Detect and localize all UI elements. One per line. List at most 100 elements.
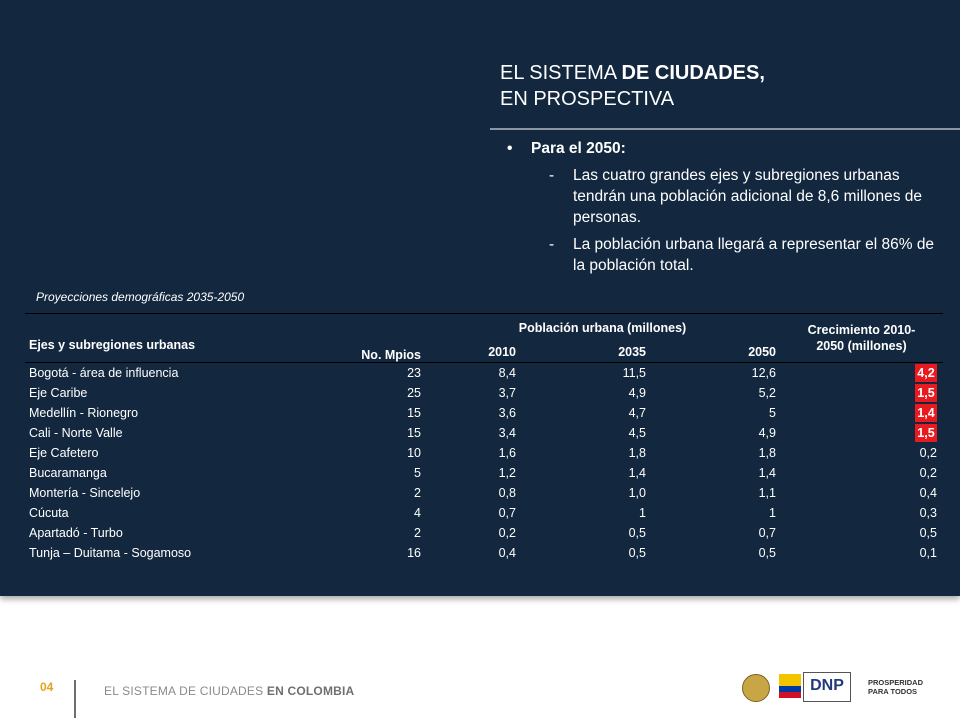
- cell-crecimiento: 1,5: [780, 423, 943, 443]
- footer-title-plain: EL SISTEMA DE CIUDADES: [104, 684, 264, 698]
- cell-region: Tunja – Duitama - Sogamoso: [29, 546, 192, 560]
- prosperidad-logo: PROSPERIDAD PARA TODOS: [868, 678, 923, 696]
- value: 0,2: [919, 466, 937, 480]
- cell-y2010: 0,7: [498, 506, 516, 520]
- dnp-logo: DNP: [803, 672, 851, 702]
- highlight-value: 4,2: [915, 364, 937, 382]
- cell-region: Eje Cafetero: [29, 446, 99, 460]
- bullet-sub-2-text: La población urbana llegará a representa…: [573, 236, 935, 274]
- cell-y2050: 0,5: [758, 546, 776, 560]
- pros-line2: PARA TODOS: [868, 687, 918, 696]
- cell-y2050: 1: [769, 506, 776, 520]
- cell-y2035: 1,8: [628, 446, 646, 460]
- cell-y2035: 1: [639, 506, 646, 520]
- footer-divider: [74, 680, 76, 718]
- cell-crecimiento: 0,3: [780, 503, 943, 523]
- bullet-main-text: Para el 2050:: [531, 140, 626, 157]
- bullet-dot-icon: •: [507, 140, 513, 157]
- content-panel: EL SISTEMA DE CIUDADES, EN PROSPECTIVA •…: [0, 0, 960, 596]
- bullet-sub-1: - Las cuatro grandes ejes y subregiones u…: [507, 165, 947, 228]
- table-row: Apartadó - Turbo 2 0,2 0,5 0,7 0,5: [25, 523, 943, 543]
- cell-crecimiento: 4,2: [780, 363, 943, 384]
- pros-line1: PROSPERIDAD: [868, 678, 924, 687]
- cell-y2010: 3,4: [498, 426, 516, 440]
- cell-y2050: 4,9: [758, 426, 776, 440]
- colombia-flag-icon: [779, 674, 801, 698]
- cell-crecimiento: 0,5: [780, 523, 943, 543]
- cell-y2010: 8,4: [498, 366, 516, 380]
- cell-region: Montería - Sincelejo: [29, 486, 141, 500]
- cell-y2050: 0,7: [758, 526, 776, 540]
- value: 0,4: [919, 486, 937, 500]
- cell-y2035: 4,7: [628, 406, 646, 420]
- cell-region: Bucaramanga: [29, 466, 107, 480]
- dash-icon: -: [549, 167, 555, 184]
- cell-y2050: 1,8: [758, 446, 776, 460]
- cell-region: Cúcuta: [29, 506, 69, 520]
- bullet-sub-1-text: Las cuatro grandes ejes y subregiones ur…: [573, 167, 922, 226]
- footer-title-bold: EN COLOMBIA: [266, 684, 355, 698]
- cell-crecimiento: 1,4: [780, 403, 943, 423]
- cell-mpios: 10: [407, 446, 421, 460]
- cell-y2010: 0,4: [498, 546, 516, 560]
- cell-mpios: 16: [407, 546, 421, 560]
- cell-mpios: 15: [407, 426, 421, 440]
- cell-y2035: 11,5: [622, 366, 646, 380]
- cell-crecimiento: 0,2: [780, 443, 943, 463]
- table-row: Cali - Norte Valle 15 3,4 4,5 4,9 1,5: [25, 423, 943, 443]
- cell-mpios: 4: [414, 506, 421, 520]
- cell-y2010: 1,2: [498, 466, 516, 480]
- header-mpios: No. Mpios: [361, 348, 421, 362]
- cell-region: Cali - Norte Valle: [29, 426, 123, 440]
- cell-y2035: 0,5: [628, 546, 646, 560]
- cell-y2010: 3,6: [498, 406, 516, 420]
- header-2010: 2010: [488, 345, 516, 359]
- cell-y2010: 3,7: [498, 386, 516, 400]
- cell-y2050: 12,6: [751, 366, 776, 380]
- table-row: Cúcuta 4 0,7 1 1 0,3: [25, 503, 943, 523]
- cell-crecimiento: 0,4: [780, 483, 943, 503]
- value: 0,2: [919, 446, 937, 460]
- dash-icon: -: [549, 236, 555, 253]
- highlight-value: 1,5: [915, 384, 937, 402]
- value: 0,3: [919, 506, 937, 520]
- cell-mpios: 25: [407, 386, 421, 400]
- cell-y2035: 0,5: [628, 526, 646, 540]
- cell-crecimiento: 0,1: [780, 543, 943, 563]
- bullet-sub-2: - La población urbana llegará a represent…: [507, 234, 947, 276]
- cell-mpios: 2: [414, 526, 421, 540]
- cell-y2050: 5: [769, 406, 776, 420]
- table-caption: Proyecciones demográficas 2035-2050: [36, 290, 245, 304]
- cell-mpios: 23: [407, 366, 421, 380]
- highlight-value: 1,5: [915, 424, 937, 442]
- coat-of-arms-icon: [742, 674, 770, 702]
- title-bold: DE CIUDADES,: [621, 62, 765, 84]
- header-crecimiento: Crecimiento 2010-2050 (millones): [807, 323, 916, 353]
- cell-y2035: 4,9: [628, 386, 646, 400]
- cell-y2010: 0,2: [498, 526, 516, 540]
- cell-mpios: 5: [414, 466, 421, 480]
- header-2050: 2050: [748, 345, 776, 359]
- cell-y2050: 5,2: [758, 386, 776, 400]
- header-poblacion: Población urbana (millones): [518, 321, 687, 335]
- cell-crecimiento: 1,5: [780, 383, 943, 403]
- cell-y2035: 1,4: [628, 466, 646, 480]
- cell-region: Eje Caribe: [29, 386, 88, 400]
- value: 0,5: [919, 526, 937, 540]
- footer-title: EL SISTEMA DE CIUDADES EN COLOMBIA: [104, 684, 354, 698]
- page-number: 04: [40, 680, 54, 694]
- table-row: Tunja – Duitama - Sogamoso 16 0,4 0,5 0,5 0,1: [25, 543, 943, 563]
- bullet-list: • Para el 2050: - Las cuatro grandes ejes …: [507, 138, 947, 282]
- cell-crecimiento: 0,2: [780, 463, 943, 483]
- table-row: Montería - Sincelejo 2 0,8 1,0 1,1 0,4: [25, 483, 943, 503]
- header-2035: 2035: [618, 345, 646, 359]
- highlight-value: 1,4: [915, 404, 937, 422]
- title-divider: [490, 128, 960, 130]
- cell-mpios: 2: [414, 486, 421, 500]
- cell-mpios: 15: [407, 406, 421, 420]
- bullet-main: • Para el 2050:: [507, 138, 947, 159]
- slide-title: EL SISTEMA DE CIUDADES, EN PROSPECTIVA: [500, 60, 765, 112]
- table-row: Bogotá - área de influencia 23 8,4 11,5 12,6…: [25, 363, 943, 384]
- cell-y2050: 1,1: [758, 486, 776, 500]
- cell-y2035: 4,5: [628, 426, 646, 440]
